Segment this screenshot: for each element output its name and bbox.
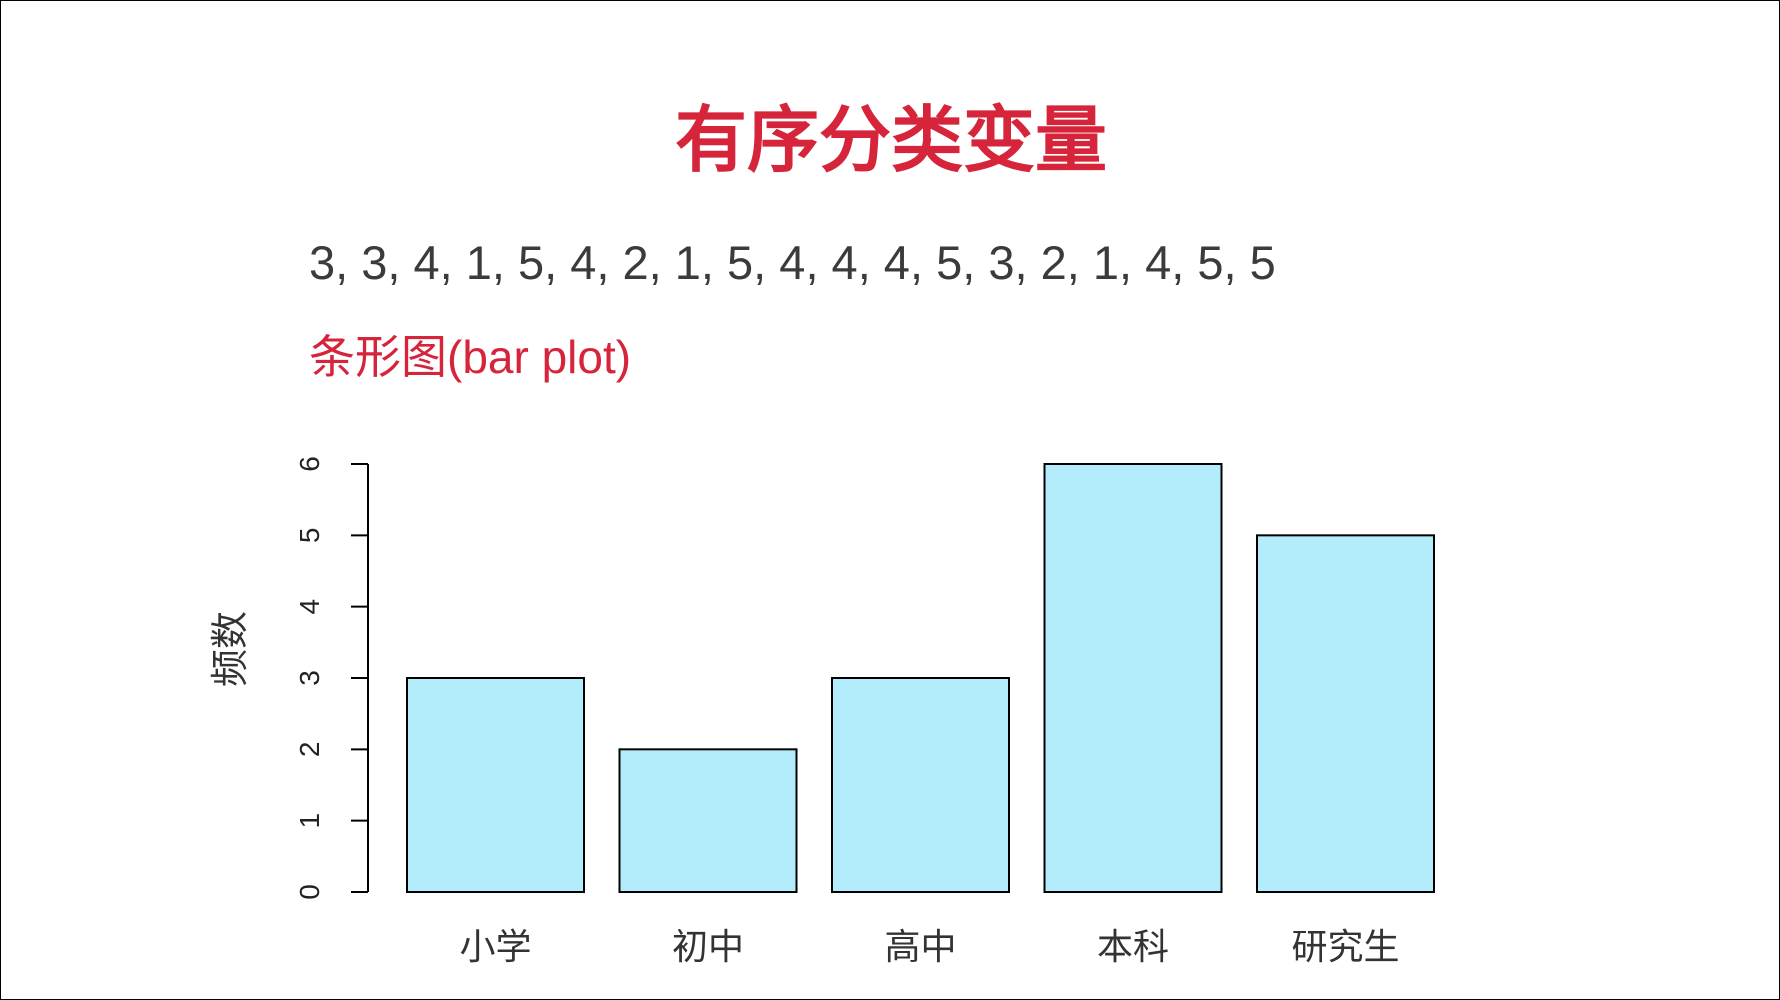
x-category-label: 小学 (459, 927, 531, 968)
x-category-label: 高中 (884, 927, 956, 968)
data-values-text: 3, 3, 4, 1, 5, 4, 2, 1, 5, 4, 4, 4, 5, 3… (309, 236, 1276, 289)
bars (406, 463, 1435, 893)
y-tick-label: 5 (294, 528, 325, 544)
y-axis-label: 频数 (208, 611, 252, 687)
y-tick-label: 4 (294, 599, 325, 615)
x-category-label: 研究生 (1291, 927, 1399, 968)
bar-3 (831, 677, 1010, 893)
bar-2 (618, 748, 798, 893)
bar-5 (1256, 534, 1435, 893)
x-axis-labels: 小学 初中 高中 本科 研究生 (459, 927, 1399, 968)
x-category-label: 本科 (1097, 927, 1169, 968)
bar-4 (1043, 463, 1223, 893)
y-tick-label: 0 (294, 884, 325, 900)
slide-title: 有序分类变量 (674, 98, 1107, 182)
y-tick-label: 2 (294, 742, 325, 758)
y-tick-label: 1 (294, 813, 325, 829)
bar-1 (406, 677, 585, 893)
y-tick-label: 6 (294, 456, 325, 472)
y-tick-label: 3 (294, 670, 325, 686)
plot-type-label: 条形图(bar plot) (309, 331, 632, 383)
x-category-label: 初中 (672, 927, 744, 968)
y-axis: 0 1 2 3 4 5 6 (294, 456, 369, 900)
